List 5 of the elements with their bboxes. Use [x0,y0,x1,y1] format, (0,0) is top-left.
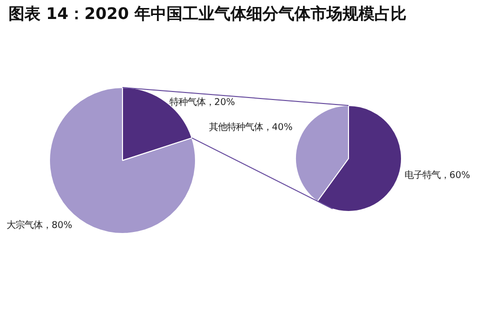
chart-title: 图表 14：2020 年中国工业气体细分气体市场规模占比 [8,4,406,23]
slice-label: 特种气体，20% [169,96,236,108]
slice-label: 大宗气体，80% [6,220,72,231]
slice-label: 电子特气，60% [404,170,470,182]
slice-label: 其他特种气体，40% [208,122,293,133]
